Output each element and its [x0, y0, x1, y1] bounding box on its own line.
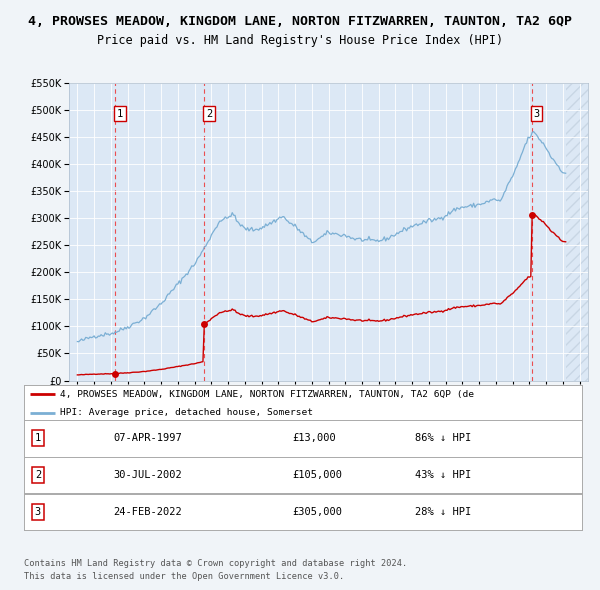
Text: £105,000: £105,000 [292, 470, 342, 480]
Text: Contains HM Land Registry data © Crown copyright and database right 2024.: Contains HM Land Registry data © Crown c… [24, 559, 407, 568]
Text: 43% ↓ HPI: 43% ↓ HPI [415, 470, 471, 480]
Text: 3: 3 [533, 109, 539, 119]
Text: 4, PROWSES MEADOW, KINGDOM LANE, NORTON FITZWARREN, TAUNTON, TA2 6QP: 4, PROWSES MEADOW, KINGDOM LANE, NORTON … [28, 15, 572, 28]
Text: 4, PROWSES MEADOW, KINGDOM LANE, NORTON FITZWARREN, TAUNTON, TA2 6QP (de: 4, PROWSES MEADOW, KINGDOM LANE, NORTON … [60, 389, 474, 398]
Text: 07-APR-1997: 07-APR-1997 [113, 434, 182, 443]
Text: 1: 1 [35, 434, 41, 443]
Text: 28% ↓ HPI: 28% ↓ HPI [415, 507, 471, 517]
Text: HPI: Average price, detached house, Somerset: HPI: Average price, detached house, Some… [60, 408, 313, 417]
Text: £305,000: £305,000 [292, 507, 342, 517]
Text: This data is licensed under the Open Government Licence v3.0.: This data is licensed under the Open Gov… [24, 572, 344, 581]
Text: 3: 3 [35, 507, 41, 517]
Text: £13,000: £13,000 [292, 434, 335, 443]
Text: 2: 2 [35, 470, 41, 480]
Text: 2: 2 [206, 109, 212, 119]
Text: 86% ↓ HPI: 86% ↓ HPI [415, 434, 471, 443]
Text: 30-JUL-2002: 30-JUL-2002 [113, 470, 182, 480]
Text: Price paid vs. HM Land Registry's House Price Index (HPI): Price paid vs. HM Land Registry's House … [97, 34, 503, 47]
Text: 24-FEB-2022: 24-FEB-2022 [113, 507, 182, 517]
Text: 1: 1 [117, 109, 123, 119]
